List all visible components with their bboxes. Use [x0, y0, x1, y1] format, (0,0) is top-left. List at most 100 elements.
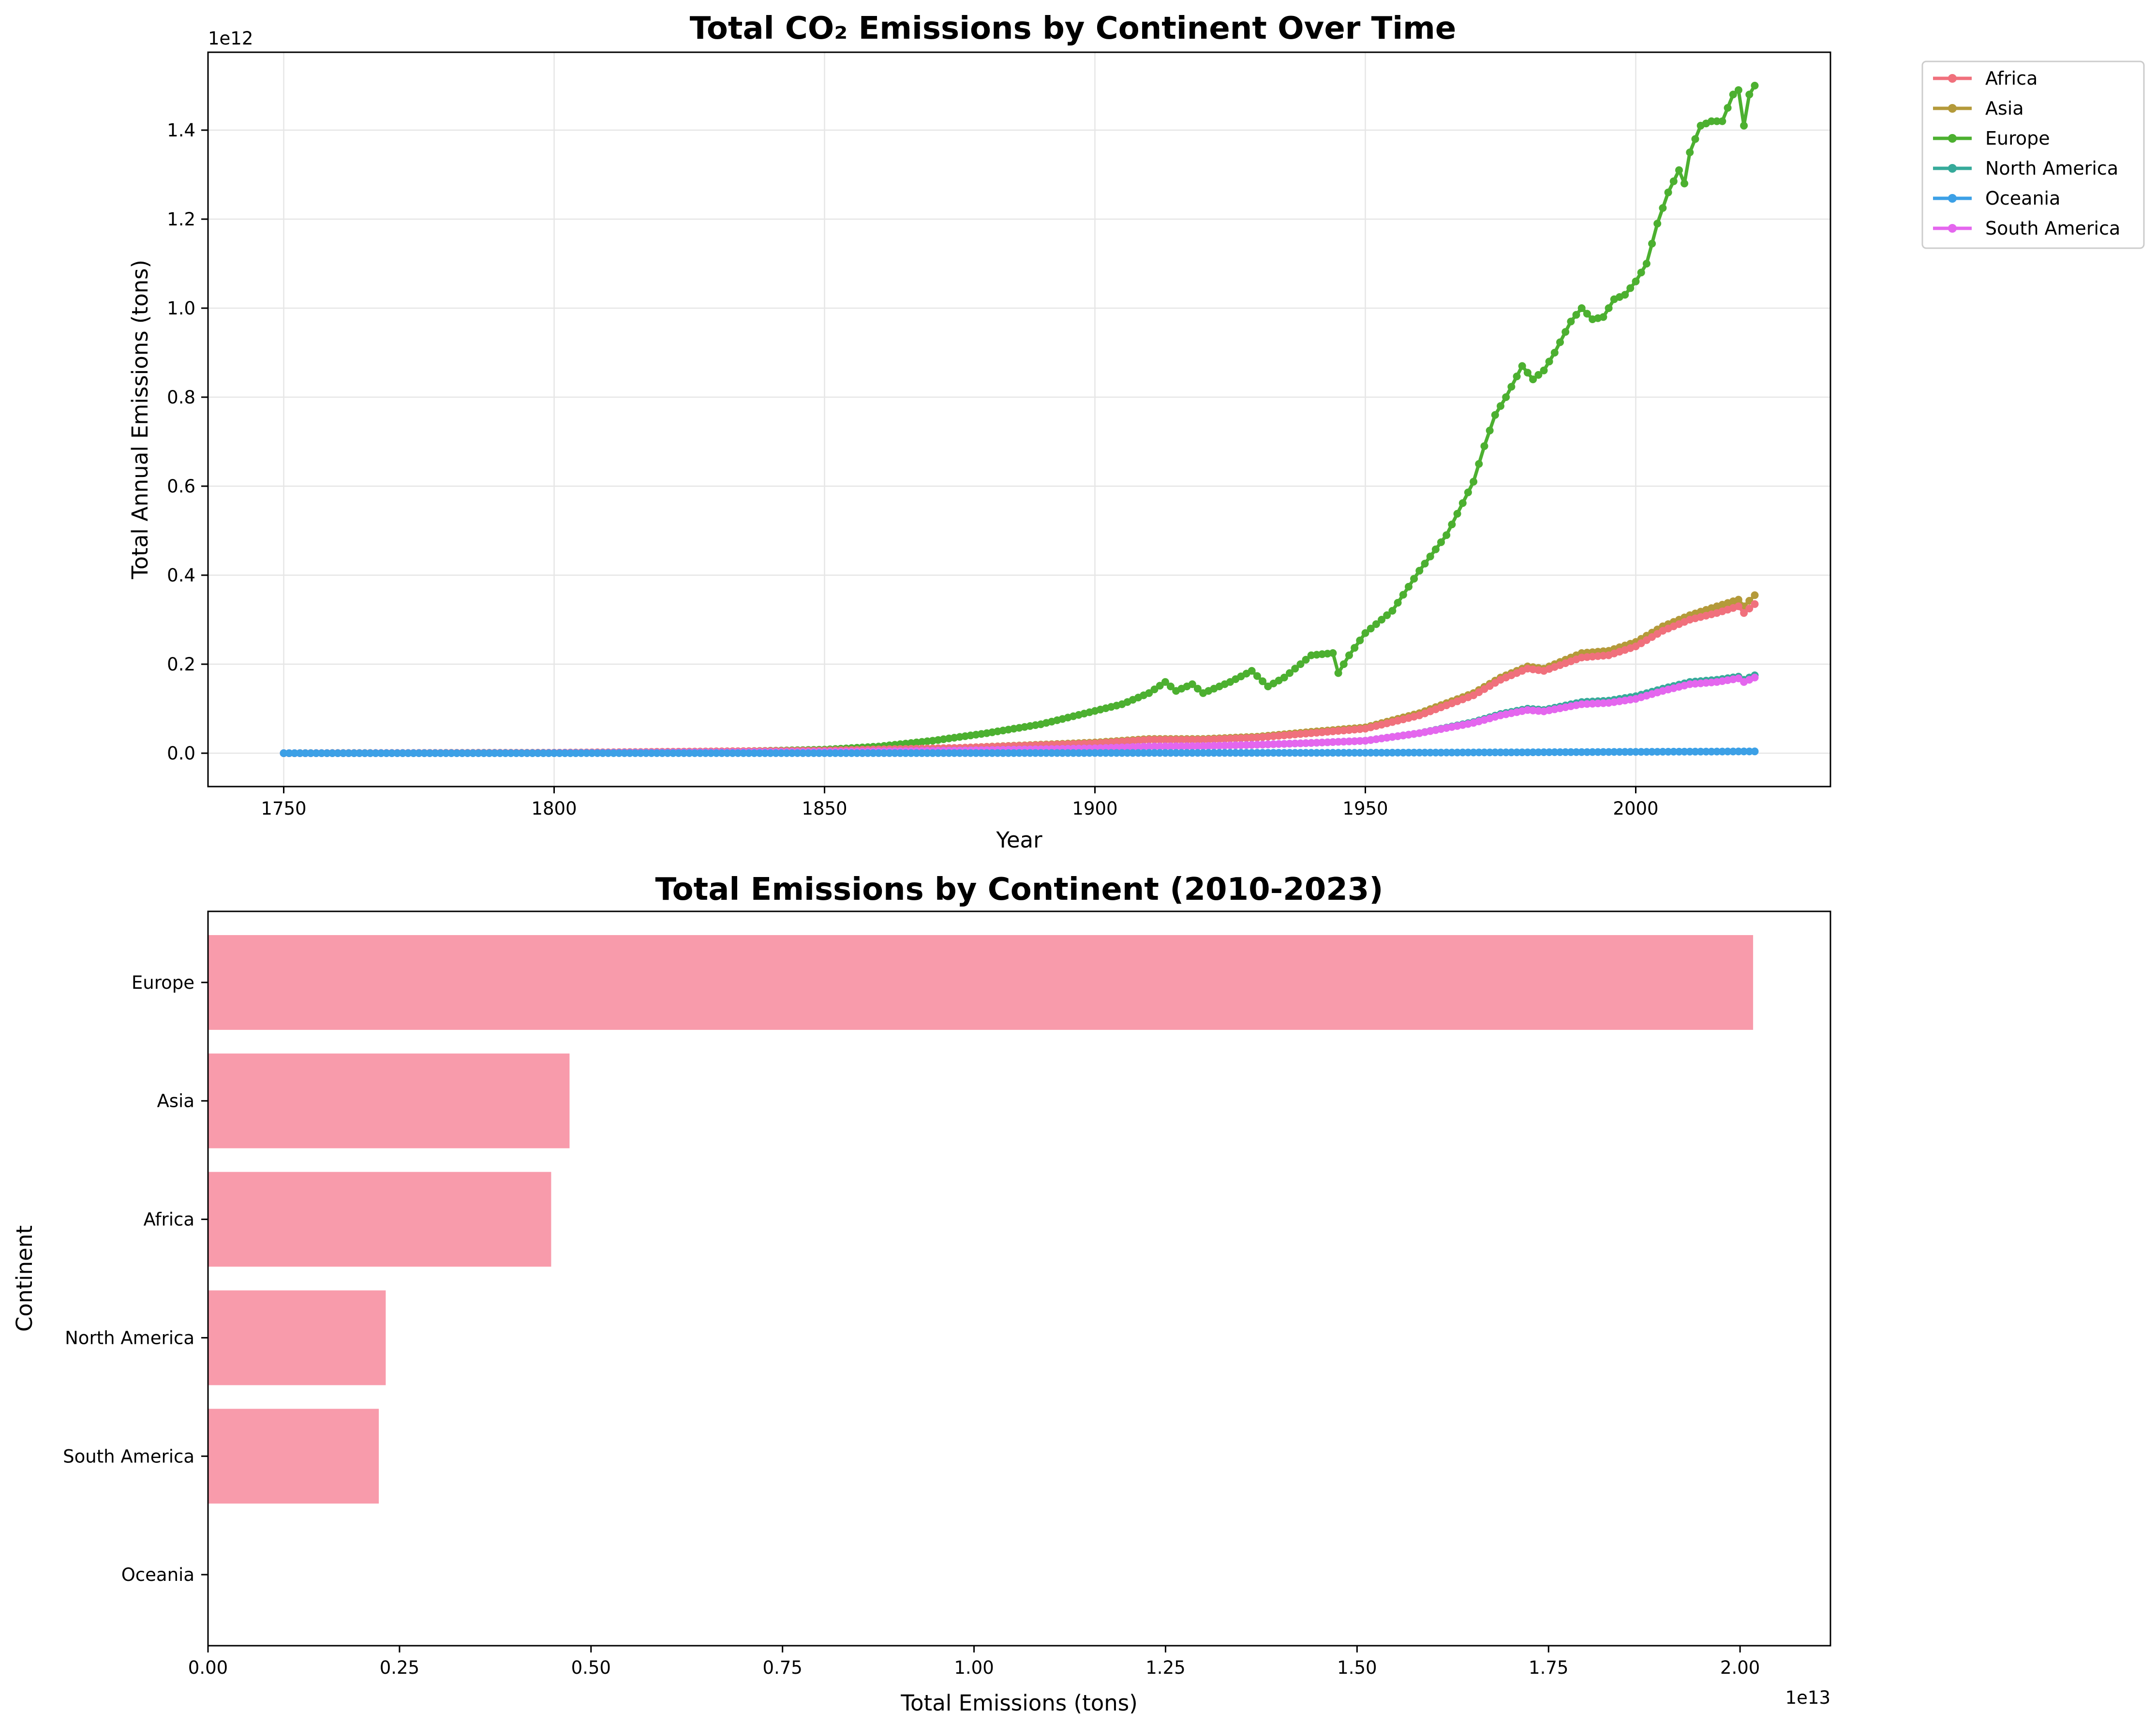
- data-point-europe: [1286, 669, 1294, 677]
- data-point-africa: [1745, 605, 1754, 612]
- data-point-oceania: [1075, 749, 1083, 757]
- data-point-oceania: [1540, 748, 1548, 756]
- data-point-europe: [1729, 90, 1737, 99]
- data-point-oceania: [1021, 749, 1029, 757]
- data-point-south-america: [1302, 739, 1310, 747]
- data-point-oceania: [1708, 747, 1715, 756]
- data-point-europe: [1502, 393, 1510, 401]
- data-point-south-america: [1318, 738, 1326, 746]
- data-point-oceania: [1096, 749, 1104, 757]
- legend-label: Europe: [1985, 128, 2050, 149]
- data-point-oceania: [1101, 749, 1110, 757]
- data-point-oceania: [1534, 748, 1543, 757]
- data-point-oceania: [356, 749, 363, 757]
- line-chart-title: Total CO₂ Emissions by Continent Over Ti…: [690, 11, 1457, 46]
- data-point-europe: [1653, 220, 1662, 228]
- data-point-south-america: [1145, 743, 1153, 751]
- data-point-oceania: [1572, 748, 1580, 756]
- legend-swatch-marker: [1948, 104, 1957, 113]
- bar-x-tick-label: 0.25: [380, 1657, 419, 1678]
- bar-y-tick-label: Europe: [132, 972, 194, 993]
- data-point-europe: [1405, 582, 1413, 591]
- data-point-oceania: [739, 749, 747, 757]
- bar-x-tick-label: 0.50: [571, 1657, 611, 1678]
- data-point-oceania: [1107, 749, 1115, 757]
- data-point-oceania: [290, 749, 298, 757]
- x-offset-label: 1e13: [1785, 1687, 1830, 1708]
- data-point-europe: [1724, 104, 1732, 112]
- data-point-oceania: [599, 749, 607, 757]
- data-point-europe: [1388, 607, 1397, 615]
- data-point-oceania: [1323, 749, 1332, 757]
- data-point-europe: [1339, 660, 1348, 668]
- data-point-oceania: [674, 749, 683, 757]
- data-point-oceania: [1069, 749, 1077, 757]
- data-point-oceania: [1053, 749, 1061, 757]
- data-point-europe: [1470, 477, 1478, 486]
- data-point-oceania: [1529, 748, 1537, 757]
- data-point-oceania: [761, 749, 769, 757]
- data-point-europe: [1626, 284, 1635, 292]
- legend-swatch-marker: [1948, 164, 1957, 173]
- bar-x-tick-label: 0.75: [762, 1657, 802, 1678]
- data-point-oceania: [977, 749, 985, 757]
- data-point-europe: [1669, 177, 1678, 185]
- data-point-south-america: [1583, 700, 1591, 708]
- data-point-europe: [1475, 460, 1483, 468]
- data-point-europe: [1561, 328, 1570, 336]
- data-point-oceania: [864, 749, 872, 757]
- bar-x-axis-label: Total Emissions (tons): [900, 1690, 1138, 1716]
- bar-x-tick-label: 0.00: [188, 1657, 228, 1678]
- data-point-south-america: [1177, 742, 1186, 750]
- data-point-africa: [1734, 602, 1742, 610]
- data-point-oceania: [620, 749, 628, 757]
- line-x-tick-label: 1950: [1342, 798, 1388, 819]
- data-point-oceania: [1193, 749, 1202, 757]
- data-point-oceania: [1037, 749, 1045, 757]
- data-point-europe: [1480, 442, 1488, 450]
- bar-chart: Total Emissions by Continent (2010-2023)…: [12, 872, 1831, 1716]
- data-point-oceania: [1426, 748, 1434, 757]
- data-point-oceania: [491, 749, 499, 757]
- data-point-oceania: [869, 749, 877, 757]
- data-point-oceania: [1394, 748, 1402, 757]
- data-point-oceania: [1345, 749, 1353, 757]
- data-point-oceania: [1653, 748, 1662, 756]
- data-point-oceania: [637, 749, 645, 757]
- data-point-oceania: [420, 749, 429, 757]
- data-point-oceania: [880, 749, 888, 757]
- data-point-oceania: [1210, 749, 1218, 757]
- data-point-oceania: [966, 749, 975, 757]
- data-point-oceania: [463, 749, 472, 757]
- data-point-asia: [1751, 591, 1759, 599]
- data-point-south-america: [1199, 742, 1207, 750]
- data-point-oceania: [485, 749, 493, 757]
- data-point-oceania: [382, 749, 390, 757]
- data-point-europe: [1664, 188, 1672, 196]
- legend-swatch-marker: [1948, 134, 1957, 143]
- data-point-oceania: [691, 749, 699, 757]
- data-point-south-america: [1134, 743, 1142, 751]
- data-point-oceania: [777, 749, 786, 757]
- data-point-oceania: [339, 749, 347, 757]
- data-point-oceania: [1664, 748, 1672, 756]
- data-point-europe: [1426, 552, 1434, 561]
- data-point-europe: [1367, 625, 1375, 633]
- data-point-oceania: [896, 749, 904, 757]
- data-point-oceania: [328, 749, 337, 757]
- data-point-oceania: [907, 749, 915, 757]
- data-point-oceania: [1129, 749, 1137, 757]
- line-y-tick-label: 0.6: [167, 476, 195, 497]
- data-point-oceania: [631, 749, 639, 757]
- data-point-oceania: [361, 749, 369, 757]
- data-point-europe: [1567, 317, 1575, 326]
- data-point-africa: [1204, 735, 1213, 744]
- data-point-europe: [1259, 677, 1267, 685]
- data-point-oceania: [950, 749, 958, 757]
- data-point-oceania: [1361, 749, 1369, 757]
- data-point-africa: [1199, 736, 1207, 744]
- line-y-tick-label: 0.0: [167, 743, 195, 764]
- data-point-europe: [1507, 383, 1516, 391]
- bar-y-tick-label: Oceania: [121, 1564, 194, 1585]
- bar-x-tick-label: 2.00: [1720, 1657, 1760, 1678]
